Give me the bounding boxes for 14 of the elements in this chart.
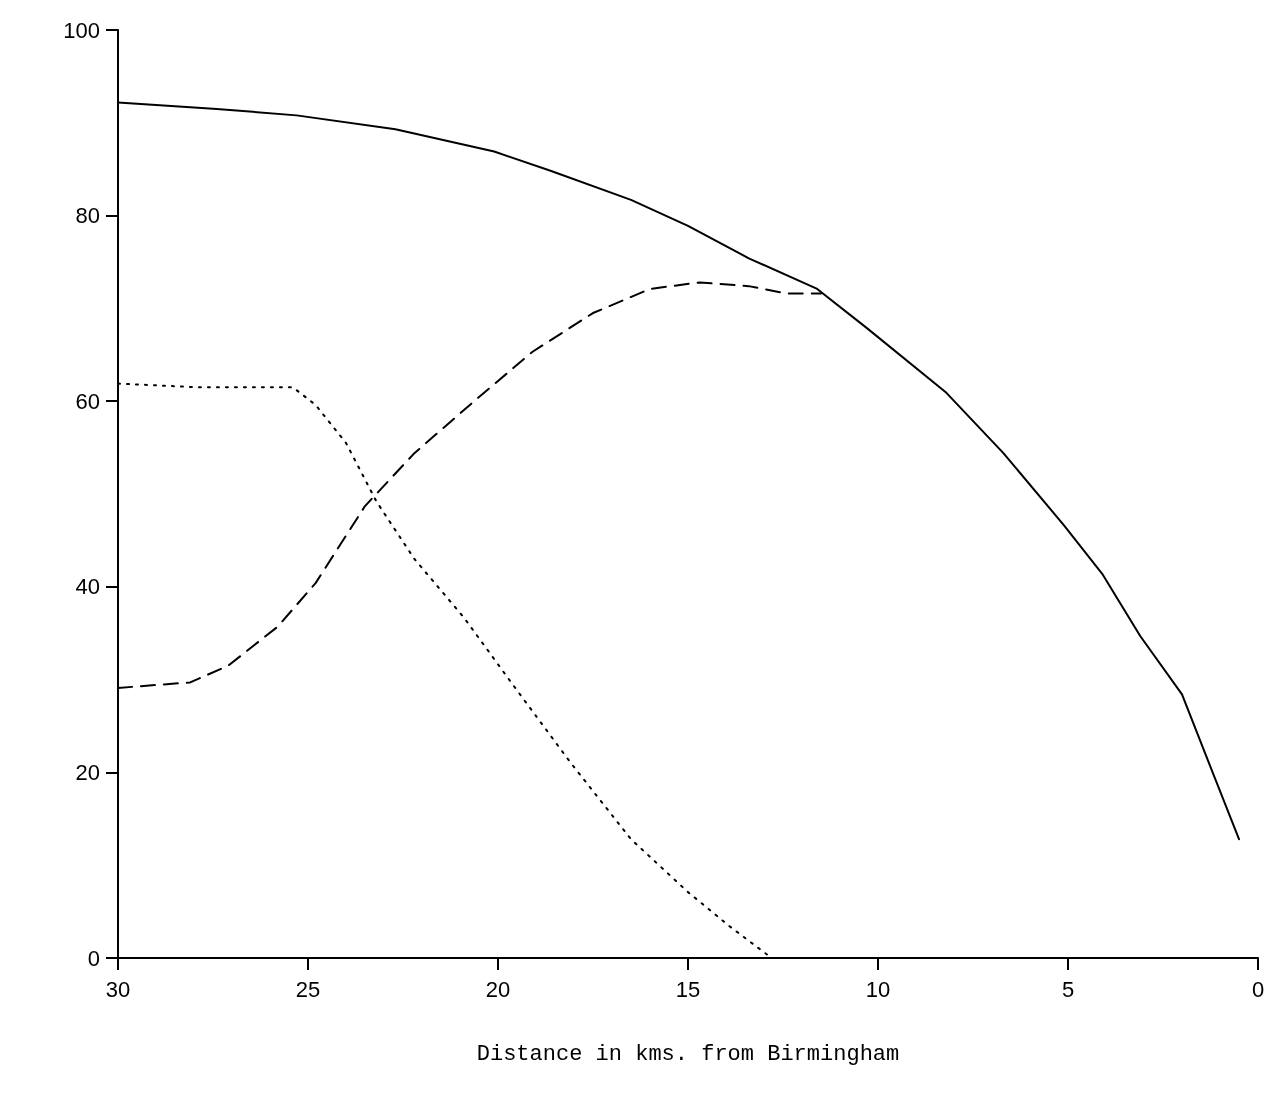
y-tick-label: 60 [75,388,100,414]
x-tick-label: 0 [1251,976,1265,1002]
y-tick-label: 80 [75,203,100,229]
x-tick-label: 10 [865,976,891,1002]
x-tick-label: 30 [105,976,131,1002]
y-tick-label: 20 [75,759,100,785]
x-tick-label: 5 [1061,976,1075,1002]
x-tick-label: 25 [295,976,321,1002]
y-tick-label: 0 [87,945,100,971]
y-tick-label: 100 [63,17,100,43]
y-tick-label: 40 [75,574,100,600]
x-tick-label: 20 [485,976,511,1002]
x-axis-title: Distance in kms. from Birmingham [476,1041,900,1067]
x-tick-label: 15 [675,976,701,1002]
